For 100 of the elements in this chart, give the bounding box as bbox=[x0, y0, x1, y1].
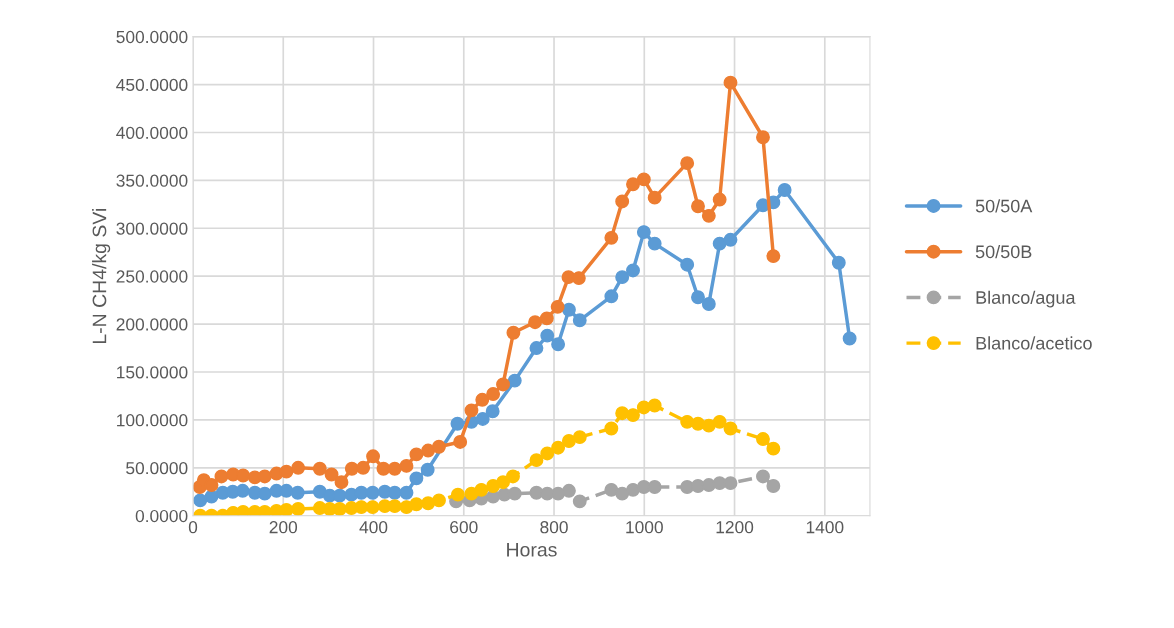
point bbox=[387, 485, 402, 500]
point bbox=[777, 183, 792, 197]
point bbox=[766, 249, 781, 264]
point bbox=[214, 469, 229, 484]
point bbox=[279, 483, 294, 498]
point bbox=[551, 337, 566, 352]
point bbox=[723, 476, 738, 491]
point bbox=[723, 75, 738, 90]
point bbox=[756, 432, 770, 447]
y-tick-label: 0.0000 bbox=[135, 509, 188, 523]
point bbox=[279, 464, 294, 479]
point bbox=[409, 497, 424, 512]
point bbox=[496, 377, 510, 392]
y-tick-label: 200.0000 bbox=[116, 318, 188, 331]
point bbox=[236, 468, 251, 483]
y-axis-title: L-N CH4/kg SVi bbox=[92, 209, 111, 344]
point bbox=[691, 199, 705, 214]
point bbox=[332, 502, 347, 516]
point bbox=[647, 190, 662, 205]
y-tick-label: 350.0000 bbox=[116, 174, 188, 187]
point bbox=[604, 230, 619, 245]
point bbox=[312, 461, 327, 476]
point bbox=[723, 232, 738, 247]
y-tick-label: 150.0000 bbox=[117, 366, 188, 379]
point bbox=[354, 500, 369, 515]
point bbox=[701, 297, 716, 311]
x-tick-label: 1000 bbox=[626, 521, 663, 534]
point bbox=[529, 453, 544, 468]
point bbox=[506, 325, 521, 340]
point bbox=[572, 313, 587, 328]
point bbox=[420, 462, 435, 477]
y-tick-label: 300.0000 bbox=[116, 222, 188, 235]
point bbox=[842, 331, 857, 346]
legend-label: 50/50B bbox=[975, 244, 1032, 259]
point bbox=[257, 469, 272, 484]
point bbox=[572, 430, 587, 445]
point bbox=[236, 504, 251, 516]
point bbox=[636, 225, 651, 240]
x-tick-label: 200 bbox=[269, 521, 298, 534]
point bbox=[604, 289, 619, 304]
x-tick-label: 1200 bbox=[716, 521, 754, 534]
point bbox=[528, 315, 543, 330]
point bbox=[507, 486, 522, 501]
point bbox=[561, 302, 576, 317]
point bbox=[387, 461, 402, 476]
point bbox=[204, 478, 219, 493]
point bbox=[475, 392, 490, 407]
point bbox=[626, 408, 640, 423]
point bbox=[279, 503, 294, 516]
point bbox=[701, 208, 716, 223]
point bbox=[636, 172, 651, 187]
point bbox=[450, 487, 465, 502]
point bbox=[464, 403, 479, 418]
point bbox=[615, 270, 630, 285]
point bbox=[453, 434, 468, 449]
point bbox=[539, 311, 554, 326]
point bbox=[474, 482, 489, 497]
point bbox=[366, 449, 381, 464]
point bbox=[551, 440, 566, 455]
point bbox=[756, 130, 770, 145]
point bbox=[561, 483, 576, 498]
point bbox=[365, 485, 380, 500]
point bbox=[712, 236, 727, 251]
point bbox=[365, 500, 380, 515]
y-tick-label: 250.0000 bbox=[116, 270, 188, 283]
point bbox=[409, 471, 424, 486]
point bbox=[540, 446, 555, 461]
point bbox=[831, 255, 846, 270]
point bbox=[235, 483, 250, 498]
point bbox=[712, 414, 727, 429]
x-tick-label: 600 bbox=[450, 521, 478, 534]
point bbox=[766, 479, 781, 493]
y-tick-label: 400.0000 bbox=[116, 126, 188, 139]
x-tick-label: 800 bbox=[540, 521, 568, 534]
point bbox=[399, 458, 414, 473]
point bbox=[450, 416, 465, 431]
point bbox=[756, 469, 770, 484]
point bbox=[475, 412, 490, 426]
point bbox=[332, 488, 347, 503]
y-tick-label: 500.0000 bbox=[116, 30, 188, 44]
point bbox=[561, 434, 576, 448]
point bbox=[626, 177, 640, 192]
point bbox=[432, 493, 446, 508]
y-tick-label: 450.0000 bbox=[116, 78, 188, 92]
point bbox=[723, 421, 738, 436]
y-tick-label: 50.0000 bbox=[126, 461, 188, 475]
point bbox=[507, 373, 522, 388]
point bbox=[290, 485, 305, 500]
point bbox=[387, 499, 402, 514]
point bbox=[291, 460, 306, 475]
point bbox=[399, 485, 414, 500]
point bbox=[291, 502, 306, 516]
point bbox=[529, 341, 544, 355]
point bbox=[766, 441, 781, 456]
point bbox=[647, 398, 662, 413]
point bbox=[571, 271, 586, 286]
x-tick-label: 1400 bbox=[806, 521, 844, 534]
point bbox=[626, 263, 640, 278]
point bbox=[572, 494, 587, 509]
point bbox=[432, 439, 446, 454]
